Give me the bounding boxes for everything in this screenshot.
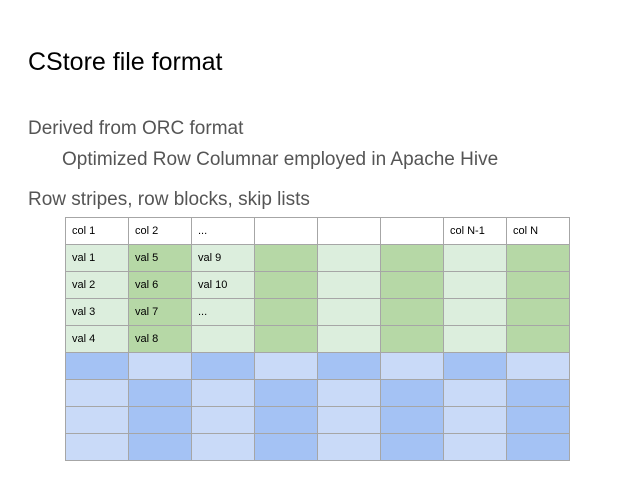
sub-bullet-hive: Optimized Row Columnar employed in Apach… xyxy=(62,149,499,170)
table-cell: val 2 xyxy=(65,271,129,299)
table-cell xyxy=(191,406,255,434)
table-cell xyxy=(443,325,507,353)
header-cell: col 1 xyxy=(65,217,129,245)
bullet-row-stripes: Row stripes, row blocks, skip lists xyxy=(28,189,310,210)
table-row xyxy=(65,352,570,380)
table-cell: val 4 xyxy=(65,325,129,353)
table-cell xyxy=(254,271,318,299)
table-cell xyxy=(380,406,444,434)
table-cell xyxy=(317,352,381,380)
slide-title: CStore file format xyxy=(28,48,223,76)
table-cell xyxy=(191,379,255,407)
bullet-orc: Derived from ORC format xyxy=(28,118,244,139)
table-cell xyxy=(191,325,255,353)
table-cell: val 7 xyxy=(128,298,192,326)
table-cell xyxy=(506,271,570,299)
table-cell: ... xyxy=(191,298,255,326)
table-row: val 3 val 7... xyxy=(65,298,570,326)
table-cell xyxy=(380,379,444,407)
header-cell: col N-1 xyxy=(443,217,507,245)
table-cell xyxy=(506,244,570,272)
table-cell xyxy=(443,271,507,299)
table-cell xyxy=(254,379,318,407)
table-cell xyxy=(128,379,192,407)
table-cell xyxy=(443,379,507,407)
table-cell xyxy=(443,298,507,326)
table-cell xyxy=(506,406,570,434)
table-cell xyxy=(380,298,444,326)
table-cell xyxy=(128,352,192,380)
table-cell xyxy=(317,406,381,434)
table-cell xyxy=(128,406,192,434)
table-cell xyxy=(380,271,444,299)
table-cell xyxy=(443,244,507,272)
table-row xyxy=(65,379,570,407)
table-cell xyxy=(191,352,255,380)
table-cell xyxy=(506,298,570,326)
table-cell: val 5 xyxy=(128,244,192,272)
table-cell: val 9 xyxy=(191,244,255,272)
table-cell xyxy=(380,433,444,461)
table-cell xyxy=(380,244,444,272)
table-cell: val 1 xyxy=(65,244,129,272)
table-cell: val 8 xyxy=(128,325,192,353)
table-row: val 4 val 8 xyxy=(65,325,570,353)
table-cell xyxy=(506,433,570,461)
table-header-row: col 1 col 2... col N-1 col N xyxy=(65,217,570,245)
table-row: val 1 val 5 val 9 xyxy=(65,244,570,272)
table-cell xyxy=(317,271,381,299)
table-cell xyxy=(254,433,318,461)
table-cell xyxy=(317,244,381,272)
table-cell xyxy=(65,406,129,434)
table-cell xyxy=(317,325,381,353)
table-row: val 2 val 6 val 10 xyxy=(65,271,570,299)
header-cell xyxy=(380,217,444,245)
table-cell xyxy=(254,325,318,353)
table-cell xyxy=(380,352,444,380)
header-cell: col 2 xyxy=(128,217,192,245)
table-cell xyxy=(128,433,192,461)
table-cell: val 6 xyxy=(128,271,192,299)
table-cell xyxy=(506,352,570,380)
table-cell xyxy=(65,433,129,461)
table-cell xyxy=(317,379,381,407)
table-cell xyxy=(443,406,507,434)
table-row xyxy=(65,433,570,461)
table-cell xyxy=(254,406,318,434)
table-cell xyxy=(506,325,570,353)
table-cell xyxy=(65,379,129,407)
table-cell xyxy=(317,298,381,326)
table-cell xyxy=(191,433,255,461)
table-cell xyxy=(443,433,507,461)
table-cell xyxy=(254,244,318,272)
table-cell xyxy=(380,325,444,353)
table-cell xyxy=(443,352,507,380)
table-row xyxy=(65,406,570,434)
header-cell xyxy=(317,217,381,245)
table-cell xyxy=(65,352,129,380)
header-cell: ... xyxy=(191,217,255,245)
table-cell xyxy=(254,352,318,380)
header-cell xyxy=(254,217,318,245)
table-cell: val 3 xyxy=(65,298,129,326)
table-cell xyxy=(254,298,318,326)
table-cell xyxy=(506,379,570,407)
header-cell: col N xyxy=(506,217,570,245)
table-cell: val 10 xyxy=(191,271,255,299)
table-cell xyxy=(317,433,381,461)
